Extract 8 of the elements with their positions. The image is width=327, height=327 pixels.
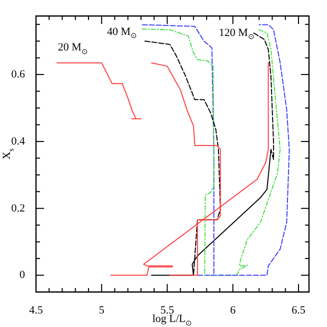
y-tick-label: 0.2 [11, 202, 25, 214]
y-tick-label: 0.6 [11, 68, 26, 80]
x-tick-label: 6 [230, 304, 236, 316]
y-tick-label: 0 [20, 269, 26, 282]
x-tick-label: 6.5 [292, 304, 306, 316]
x-tick-label: 4.5 [29, 304, 44, 316]
x-tick-label: 5 [98, 304, 105, 316]
y-tick-label: 0.4 [11, 135, 26, 148]
